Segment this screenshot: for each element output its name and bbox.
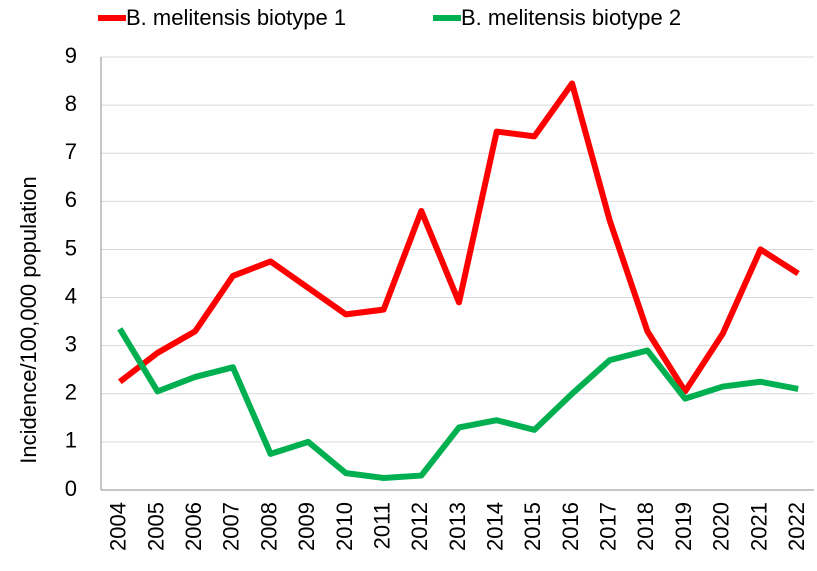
x-tick-label: 2018 bbox=[633, 502, 658, 551]
y-tick-label: 4 bbox=[65, 283, 77, 308]
y-tick-label: 1 bbox=[65, 428, 77, 453]
x-tick-label: 2017 bbox=[596, 502, 621, 551]
x-tick-label: 2022 bbox=[784, 502, 809, 551]
y-tick-label: 7 bbox=[65, 139, 77, 164]
series-line bbox=[118, 80, 800, 395]
y-axis-label: Incidence/100,000 population bbox=[16, 176, 41, 463]
y-tick-label: 2 bbox=[65, 380, 77, 405]
legend-label: B. melitensis biotype 1 bbox=[126, 5, 346, 30]
x-tick-label: 2004 bbox=[106, 502, 131, 551]
y-tick-label: 8 bbox=[65, 91, 77, 116]
y-tick-label: 5 bbox=[65, 235, 77, 260]
series-line bbox=[117, 327, 799, 481]
x-tick-label: 2013 bbox=[445, 502, 470, 551]
x-tick-label: 2010 bbox=[332, 502, 357, 551]
x-tick-label: 2014 bbox=[482, 502, 507, 551]
x-tick-label: 2020 bbox=[709, 502, 734, 551]
x-tick-label: 2006 bbox=[181, 502, 206, 551]
x-tick-label: 2016 bbox=[558, 502, 583, 551]
x-tick-label: 2012 bbox=[407, 502, 432, 551]
y-tick-label: 3 bbox=[65, 331, 77, 356]
x-tick-label: 2015 bbox=[520, 502, 545, 551]
x-tick-label: 2007 bbox=[219, 502, 244, 551]
legend-label: B. melitensis biotype 2 bbox=[461, 5, 681, 30]
x-tick-label: 2008 bbox=[256, 502, 281, 551]
y-tick-label: 6 bbox=[65, 187, 77, 212]
x-tick-label: 2011 bbox=[369, 502, 394, 549]
y-tick-label: 9 bbox=[65, 43, 77, 68]
x-tick-label: 2009 bbox=[294, 502, 319, 551]
x-tick-label: 2005 bbox=[143, 502, 168, 551]
x-tick-label: 2019 bbox=[671, 502, 696, 551]
x-tick-label: 2021 bbox=[746, 502, 771, 551]
y-tick-label: 0 bbox=[65, 476, 77, 501]
